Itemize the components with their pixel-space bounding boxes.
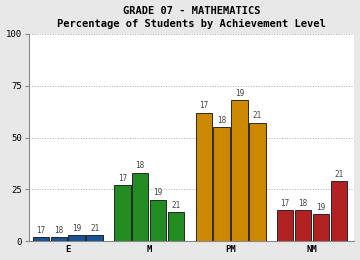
Text: 18: 18	[298, 199, 308, 208]
Text: 19: 19	[72, 224, 81, 232]
Text: 19: 19	[235, 89, 244, 98]
Text: 17: 17	[118, 174, 127, 183]
Text: 21: 21	[253, 112, 262, 120]
Bar	[231, 100, 248, 241]
Bar	[114, 185, 131, 241]
Bar	[150, 200, 166, 241]
Bar	[249, 123, 266, 241]
Bar	[195, 113, 212, 241]
Bar	[86, 235, 103, 241]
Text: 17: 17	[199, 101, 208, 110]
Text: 19: 19	[153, 188, 163, 197]
Text: 19: 19	[316, 203, 326, 212]
Title: GRADE 07 - MATHEMATICS
Percentage of Students by Achievement Level: GRADE 07 - MATHEMATICS Percentage of Stu…	[57, 5, 326, 29]
Bar	[295, 210, 311, 241]
Bar	[68, 235, 85, 241]
Text: 21: 21	[90, 224, 99, 232]
Text: 21: 21	[171, 201, 181, 210]
Text: 18: 18	[54, 226, 63, 235]
Bar	[50, 237, 67, 241]
Bar	[331, 181, 347, 241]
Text: 18: 18	[217, 116, 226, 125]
Bar	[277, 210, 293, 241]
Bar	[33, 237, 49, 241]
Bar	[213, 127, 230, 241]
Text: 18: 18	[136, 161, 145, 170]
Bar	[168, 212, 184, 241]
Text: 17: 17	[36, 226, 45, 235]
Bar	[313, 214, 329, 241]
Text: 21: 21	[334, 170, 343, 179]
Text: 17: 17	[280, 199, 290, 208]
Bar	[132, 173, 148, 241]
